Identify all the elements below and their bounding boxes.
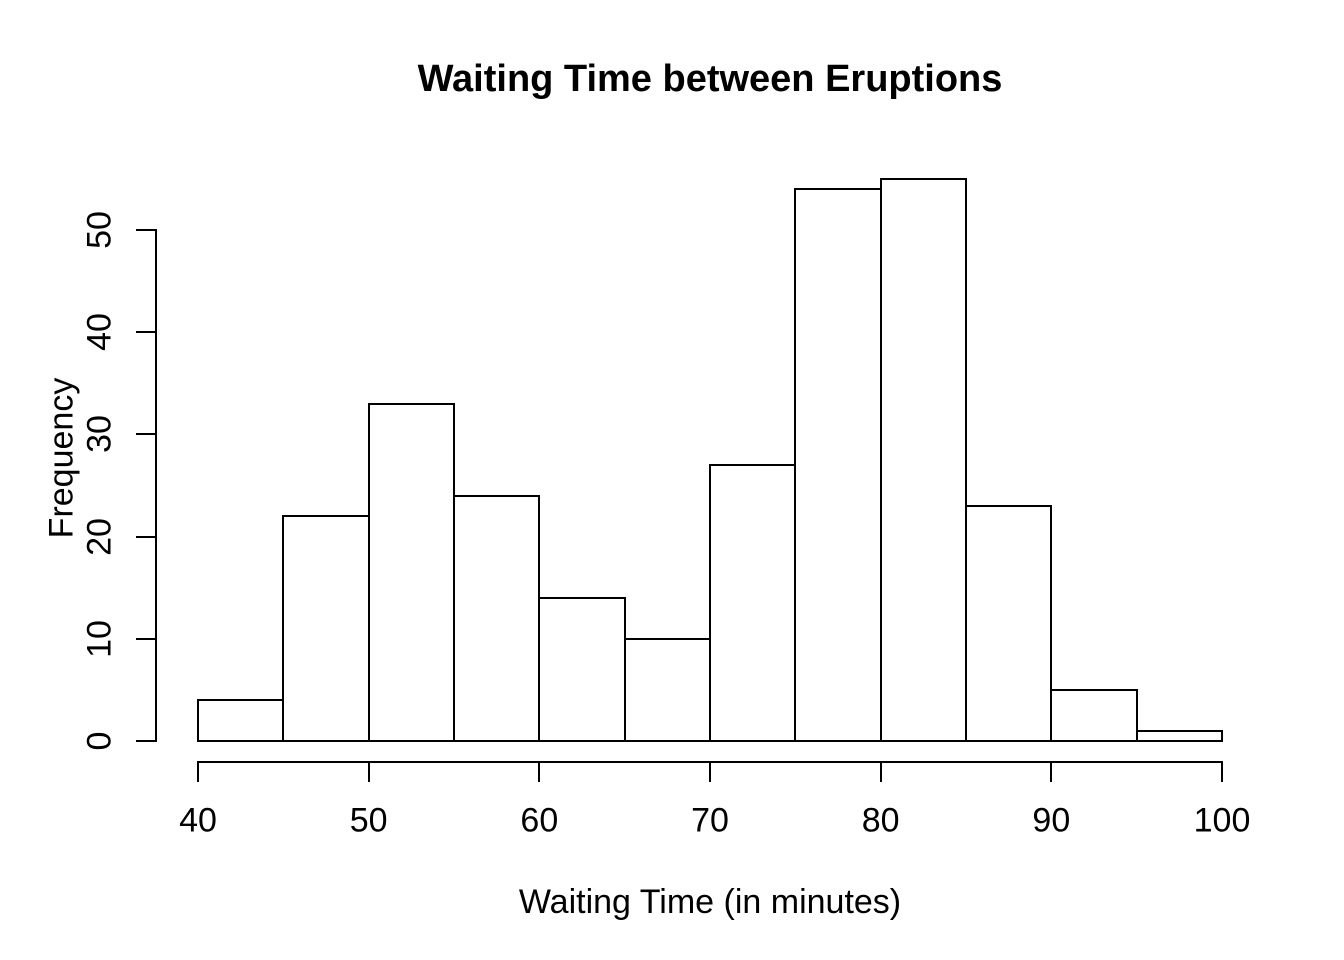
- histogram-bar: [965, 504, 1053, 742]
- y-axis-tick-label: 20: [80, 517, 119, 556]
- y-axis-tick-label: 50: [80, 211, 119, 249]
- y-axis-tick-label: 40: [80, 313, 119, 352]
- x-axis-tick: [879, 762, 882, 782]
- histogram-bar: [538, 596, 626, 742]
- x-axis-tick-label: 50: [349, 801, 388, 840]
- y-axis-tick: [136, 331, 156, 334]
- x-axis-tick-label: 80: [861, 801, 900, 840]
- x-axis-tick-label: 60: [520, 801, 559, 840]
- y-axis-tick-label: 0: [80, 731, 119, 751]
- y-axis-tick: [136, 433, 156, 436]
- x-axis-tick-label: 100: [1193, 801, 1251, 840]
- y-axis-tick: [136, 535, 156, 538]
- histogram-bar: [794, 188, 882, 742]
- chart-title: Waiting Time between Eruptions: [417, 58, 1003, 100]
- histogram-bar: [367, 402, 455, 742]
- x-axis-tick: [709, 762, 711, 782]
- y-axis-tick: [136, 740, 156, 742]
- y-axis-tick: [136, 229, 156, 231]
- histogram-bar: [453, 494, 541, 742]
- histogram-bar: [623, 637, 711, 742]
- x-axis-tick-label: 40: [179, 801, 217, 840]
- x-axis-tick: [367, 762, 370, 782]
- x-axis-label: Waiting Time (in minutes): [518, 883, 902, 921]
- x-axis-tick: [197, 762, 199, 782]
- histogram-bar: [282, 515, 370, 742]
- y-axis-tick-label: 30: [80, 415, 119, 454]
- histogram-bar: [1050, 688, 1138, 742]
- y-axis-tick: [136, 637, 156, 640]
- y-axis-label: Frequency: [42, 377, 81, 539]
- y-axis-line: [155, 229, 157, 742]
- x-axis-tick: [538, 762, 541, 782]
- x-axis-tick-label: 70: [691, 801, 729, 840]
- histogram-bar: [1135, 729, 1223, 742]
- x-axis-tick: [1050, 762, 1053, 782]
- histogram-bar: [197, 699, 285, 742]
- y-axis-tick-label: 10: [80, 619, 119, 658]
- histogram-bar: [879, 177, 967, 742]
- x-axis-tick-label: 90: [1032, 801, 1071, 840]
- x-axis-tick: [1221, 762, 1223, 782]
- histogram-bar: [709, 464, 797, 742]
